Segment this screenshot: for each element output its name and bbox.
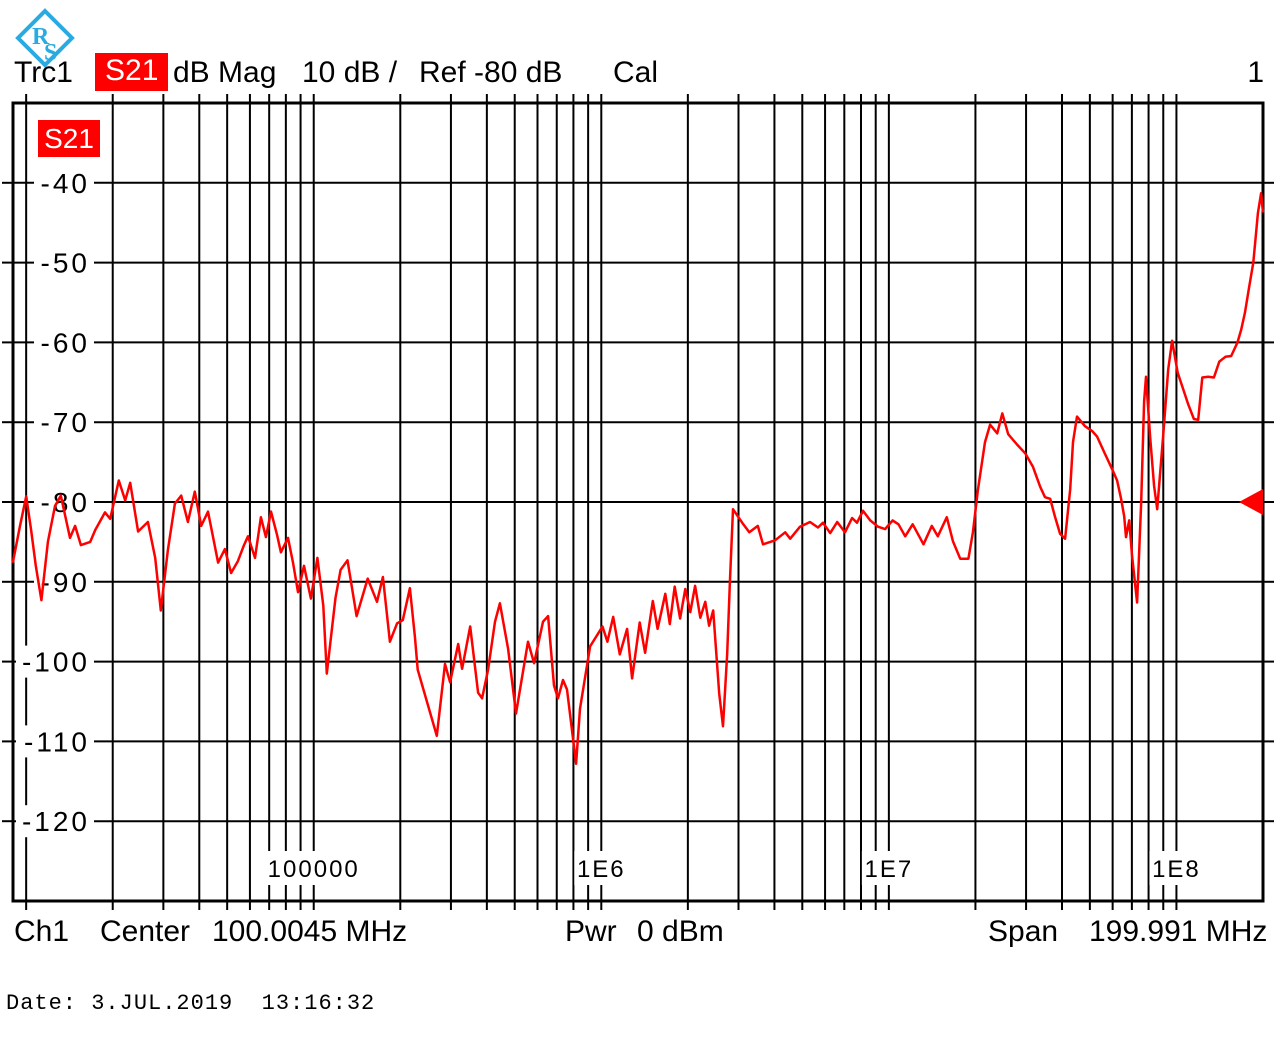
center-value[interactable]: 100.0045 MHz bbox=[212, 915, 408, 948]
rs-logo-letter-r: R bbox=[32, 24, 50, 50]
rs-logo: R S bbox=[15, 8, 75, 68]
x-axis-labels: 100000 1E6 1E7 1E8 bbox=[265, 851, 1204, 885]
ref-line-number: 1 bbox=[1247, 56, 1264, 89]
y-tick-label: -100 bbox=[22, 647, 90, 678]
y-tick-label: -110 bbox=[24, 726, 90, 757]
x-tick-label: 100000 bbox=[268, 856, 360, 883]
ref-arrow-triangle bbox=[1239, 489, 1263, 515]
s-parameter-badge[interactable]: S21 bbox=[95, 53, 169, 91]
rs-logo-letter-s: S bbox=[44, 40, 57, 66]
y-axis-labels: -40-50-60-70-80-90-100-110-120 bbox=[16, 166, 94, 838]
date-stamp: Date: 3.JUL.2019 13:16:32 bbox=[6, 991, 376, 1016]
trace-scale[interactable]: 10 dB / bbox=[302, 56, 398, 89]
trace-format[interactable]: dB Mag bbox=[173, 56, 277, 89]
y-tick-label: -50 bbox=[41, 248, 90, 279]
ref-level[interactable]: Ref -80 dB bbox=[419, 56, 563, 89]
cal-status: Cal bbox=[613, 56, 659, 89]
y-tick-label: -60 bbox=[41, 327, 90, 358]
trace-s21 bbox=[11, 191, 1265, 765]
trace-polyline bbox=[11, 191, 1265, 765]
pwr-value[interactable]: 0 dBm bbox=[637, 915, 724, 948]
y-tick-label: -120 bbox=[22, 806, 90, 837]
y-tick-label: -90 bbox=[41, 567, 90, 598]
center-label: Center bbox=[100, 915, 191, 948]
rs-logo-diamond bbox=[15, 8, 75, 68]
channel-label: Ch1 bbox=[14, 915, 70, 948]
x-tick-label: 1E6 bbox=[577, 856, 626, 883]
x-tick-label: 1E7 bbox=[865, 856, 914, 883]
span-label: Span bbox=[988, 915, 1059, 948]
trace-badge: S21 bbox=[38, 120, 100, 157]
y-tick-label: -40 bbox=[41, 168, 90, 199]
span-value[interactable]: 199.991 MHz bbox=[1089, 915, 1268, 948]
x-tick-label: 1E8 bbox=[1152, 856, 1201, 883]
y-tick-label: -70 bbox=[41, 407, 90, 438]
grid-lines bbox=[13, 103, 1263, 901]
pwr-label: Pwr bbox=[565, 915, 617, 948]
ref-level-arrow[interactable] bbox=[1239, 489, 1263, 515]
